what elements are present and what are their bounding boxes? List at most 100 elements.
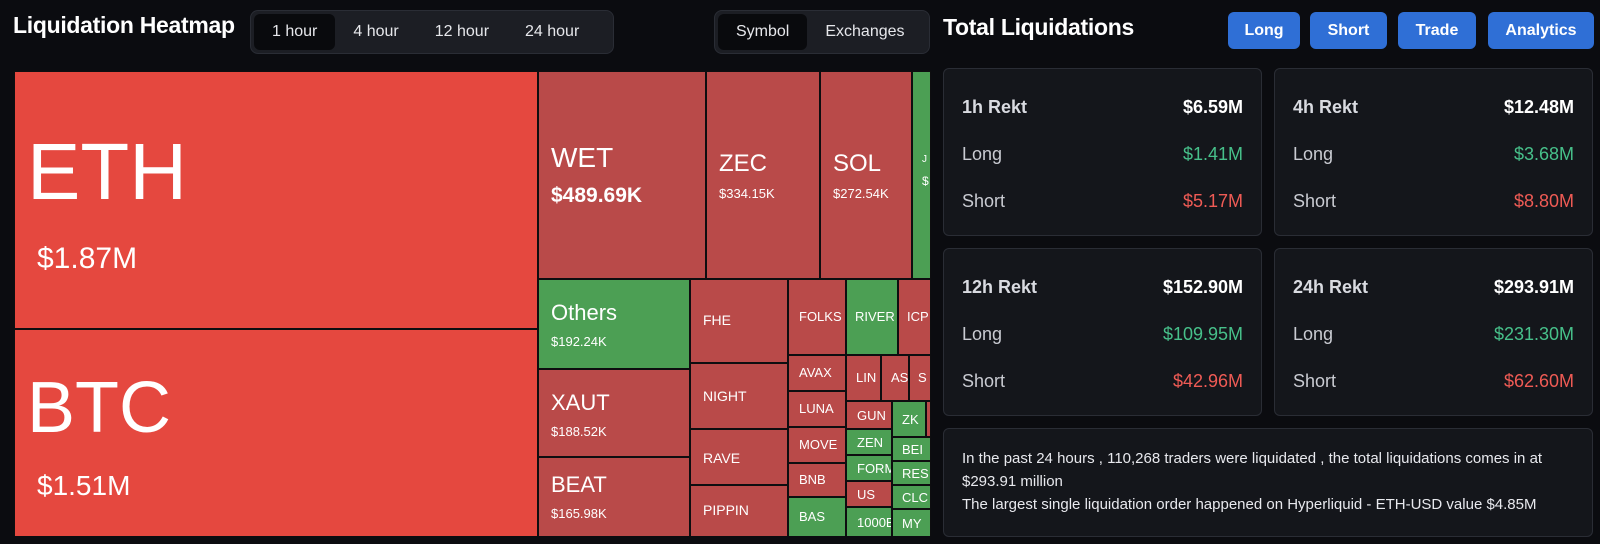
tile-value: $192.24K xyxy=(551,334,607,349)
tile-others[interactable]: Others $192.24K xyxy=(538,279,690,369)
tab-1-hour[interactable]: 1 hour xyxy=(254,14,336,50)
short-value: $5.17M xyxy=(1182,191,1243,211)
card-total: $152.90M xyxy=(1162,277,1243,297)
tile-gun[interactable]: GUN xyxy=(846,401,892,429)
tile-us[interactable]: US xyxy=(846,481,892,507)
tile-sol[interactable]: SOL $272.54K xyxy=(820,71,912,279)
tile-folks[interactable]: FOLKS xyxy=(788,279,846,355)
tab-4-hour[interactable]: 4 hour xyxy=(353,23,399,40)
tile-as[interactable]: AS xyxy=(881,355,909,401)
tile-my[interactable]: MY xyxy=(892,509,931,536)
tile-pippin[interactable]: PIPPIN xyxy=(690,485,788,536)
tile-symbol: RES xyxy=(902,466,929,481)
tile-fhe[interactable]: FHE xyxy=(690,279,788,363)
tile-value: $1.51M xyxy=(37,470,131,501)
tile-xaut[interactable]: XAUT $188.52K xyxy=(538,369,690,457)
heatmap-title: Liquidation Heatmap xyxy=(13,12,235,38)
tile-symbol: CLC xyxy=(902,490,929,505)
tile-j[interactable]: J $ xyxy=(912,71,931,279)
tile-rave[interactable]: RAVE xyxy=(690,429,788,485)
tile-icp[interactable]: ICP xyxy=(898,279,931,355)
tile-symbol: FHE xyxy=(703,312,731,328)
tile-zk[interactable]: ZK xyxy=(892,401,926,437)
tile-symbol: LUNA xyxy=(799,401,834,416)
tile-symbol: J xyxy=(922,154,927,165)
card-total: $293.91M xyxy=(1493,277,1574,297)
tile-bnb[interactable]: BNB xyxy=(788,463,846,497)
tile-value: $1.87M xyxy=(37,242,138,275)
tile-symbol: NIGHT xyxy=(703,388,747,404)
tile-zec[interactable]: ZEC $334.15K xyxy=(706,71,820,279)
tile-btc[interactable]: BTC $1.51M xyxy=(14,329,538,536)
tile-form[interactable]: FORM xyxy=(846,455,892,481)
tile-ben[interactable]: BEI xyxy=(892,437,931,461)
card-short-row: Short $42.96M xyxy=(962,371,1243,392)
summary-line-2: The largest single liquidation order hap… xyxy=(962,496,1537,513)
long-button[interactable]: Long xyxy=(1228,12,1300,49)
tile-avax[interactable]: AVAX xyxy=(788,355,846,391)
tile-res[interactable]: RES xyxy=(892,461,931,485)
total-liquidations-title: Total Liquidations xyxy=(943,14,1134,40)
tab-24-hour[interactable]: 24 hour xyxy=(525,23,580,40)
liquidation-heatmap: ETH $1.87M BTC $1.51M WET $489.69K ZEC $… xyxy=(14,71,931,536)
tile-value: $165.98K xyxy=(551,506,607,521)
tile-night[interactable]: NIGHT xyxy=(690,363,788,429)
analytics-button[interactable]: Analytics xyxy=(1488,12,1594,49)
tile-move[interactable]: MOVE xyxy=(788,427,846,463)
tile-symbol: WET xyxy=(551,142,614,173)
tile-lin[interactable]: LIN xyxy=(846,355,881,401)
tile-value: $ xyxy=(922,174,929,188)
tile-symbol: 1000B xyxy=(857,515,892,530)
tile-symbol: ICP xyxy=(907,309,929,324)
tile-symbol: S xyxy=(918,370,927,385)
short-label: Short xyxy=(1293,191,1337,211)
card-title: 1h Rekt xyxy=(962,97,1028,117)
tile-eth[interactable]: ETH $1.87M xyxy=(14,71,538,329)
tab-exchanges[interactable]: Exchanges xyxy=(825,23,905,40)
tile-symbol: XAUT xyxy=(551,390,610,415)
card-title: 4h Rekt xyxy=(1293,97,1359,117)
card-title: 12h Rekt xyxy=(962,277,1038,297)
trade-button[interactable]: Trade xyxy=(1398,12,1476,49)
tile-value: $334.15K xyxy=(719,186,775,201)
short-label: Short xyxy=(962,191,1006,211)
card-short-row: Short $8.80M xyxy=(1293,191,1574,212)
tile-symbol: FORM xyxy=(857,461,892,476)
tab-12-hour[interactable]: 12 hour xyxy=(434,23,490,40)
tile-s[interactable]: S xyxy=(909,355,931,401)
card-1h-rekt: 1h Rekt $6.59M Long $1.41M Short $5.17M xyxy=(943,68,1262,236)
tile-beat[interactable]: BEAT $165.98K xyxy=(538,457,690,536)
long-value: $3.68M xyxy=(1513,144,1574,164)
card-long-row: Long $109.95M xyxy=(962,324,1243,345)
card-long-row: Long $3.68M xyxy=(1293,144,1574,165)
card-24h-rekt: 24h Rekt $293.91M Long $231.30M Short $6… xyxy=(1274,248,1593,416)
tile-zen[interactable]: ZEN xyxy=(846,429,892,455)
tile-tiny-1[interactable] xyxy=(926,401,931,437)
short-button[interactable]: Short xyxy=(1310,12,1387,49)
tile-symbol: LIN xyxy=(856,370,877,385)
tile-symbol: AS xyxy=(891,370,909,385)
tile-bas[interactable]: BAS xyxy=(788,497,846,536)
card-long-row: Long $1.41M xyxy=(962,144,1243,165)
tile-luna[interactable]: LUNA xyxy=(788,391,846,427)
tab-symbol[interactable]: Symbol xyxy=(718,14,808,50)
card-total: $12.48M xyxy=(1503,97,1574,117)
long-value: $109.95M xyxy=(1162,324,1243,344)
tile-1000b[interactable]: 1000B xyxy=(846,507,892,536)
tile-symbol: ZK xyxy=(902,412,919,427)
tile-symbol: MOVE xyxy=(799,437,838,452)
long-label: Long xyxy=(962,324,1003,344)
card-header: 4h Rekt $12.48M xyxy=(1293,97,1574,118)
tile-wet[interactable]: WET $489.69K xyxy=(538,71,706,279)
card-header: 12h Rekt $152.90M xyxy=(962,277,1243,298)
tile-symbol: ZEN xyxy=(857,435,883,450)
tile-value: $272.54K xyxy=(833,186,889,201)
tile-clo[interactable]: CLC xyxy=(892,485,931,509)
card-long-row: Long $231.30M xyxy=(1293,324,1574,345)
card-short-row: Short $62.60M xyxy=(1293,371,1574,392)
tile-value: $489.69K xyxy=(551,184,643,207)
tile-symbol: SOL xyxy=(833,150,882,177)
tile-river[interactable]: RIVER xyxy=(846,279,898,355)
short-value: $42.96M xyxy=(1172,371,1243,391)
card-4h-rekt: 4h Rekt $12.48M Long $3.68M Short $8.80M xyxy=(1274,68,1593,236)
